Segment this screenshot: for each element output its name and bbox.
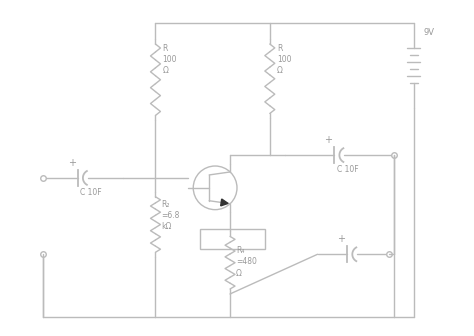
Polygon shape (221, 199, 228, 206)
Bar (200, 229, 265, 249)
Text: R
100
Ω: R 100 Ω (163, 44, 177, 75)
Text: +: + (337, 235, 346, 244)
Text: +: + (325, 135, 332, 145)
Text: R
100
Ω: R 100 Ω (277, 44, 291, 75)
Text: C 10F: C 10F (80, 188, 102, 197)
Text: R₄
=480
Ω: R₄ =480 Ω (236, 246, 257, 278)
Text: C 10F: C 10F (337, 165, 358, 174)
Text: R₂
=6.8
kΩ: R₂ =6.8 kΩ (162, 200, 180, 231)
Text: 9V: 9V (424, 28, 435, 37)
Text: +: + (68, 158, 76, 168)
